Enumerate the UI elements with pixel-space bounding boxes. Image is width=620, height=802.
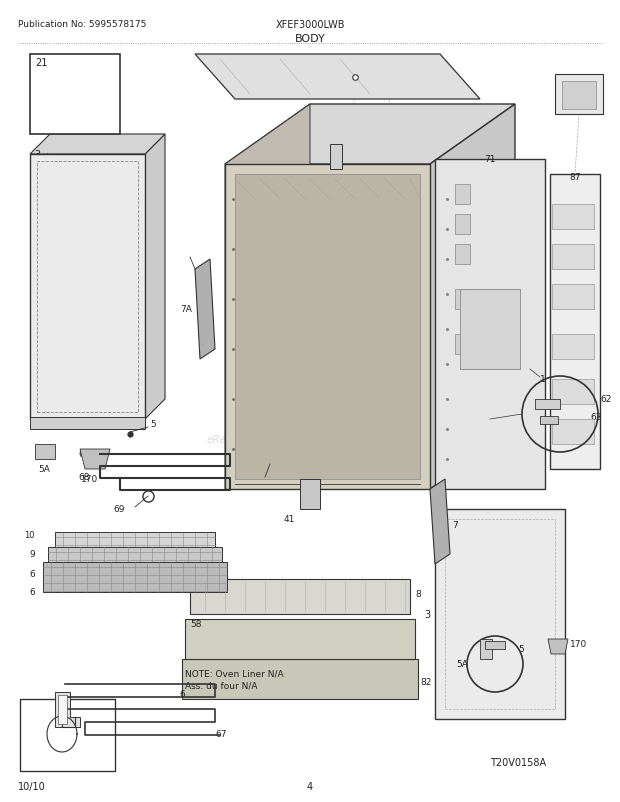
- Text: T20V0158A: T20V0158A: [490, 757, 546, 767]
- Text: 82: 82: [420, 678, 432, 687]
- Text: 58A: 58A: [342, 475, 358, 484]
- Text: 5A: 5A: [38, 464, 50, 473]
- Bar: [552, 285, 594, 310]
- Bar: [455, 334, 470, 354]
- Text: 68: 68: [230, 475, 242, 484]
- Polygon shape: [35, 444, 55, 460]
- Text: Publication No: 5995578175: Publication No: 5995578175: [18, 20, 146, 29]
- Bar: [20, 699, 115, 771]
- Bar: [460, 290, 520, 370]
- Bar: [435, 509, 565, 719]
- Text: 170: 170: [570, 640, 587, 649]
- Text: 5: 5: [150, 420, 156, 429]
- Text: 4: 4: [307, 781, 313, 791]
- Polygon shape: [55, 692, 80, 727]
- Text: 71: 71: [484, 155, 496, 164]
- Polygon shape: [30, 135, 165, 155]
- Text: 10/10: 10/10: [18, 781, 46, 791]
- Bar: [225, 164, 430, 489]
- Bar: [455, 215, 470, 235]
- Text: 59: 59: [348, 158, 360, 168]
- Text: 62: 62: [600, 395, 611, 404]
- Text: 6: 6: [29, 588, 35, 597]
- Bar: [550, 175, 600, 469]
- Text: 1: 1: [540, 375, 546, 384]
- Bar: [435, 160, 545, 489]
- Text: 170: 170: [81, 475, 99, 484]
- Polygon shape: [548, 639, 568, 654]
- Bar: [455, 184, 470, 205]
- Bar: [535, 399, 560, 410]
- Bar: [300, 480, 320, 509]
- Bar: [30, 418, 145, 429]
- Polygon shape: [225, 105, 310, 489]
- Text: 27: 27: [25, 702, 37, 712]
- Bar: [37, 162, 138, 412]
- Bar: [182, 659, 418, 699]
- Text: 68: 68: [79, 473, 90, 482]
- Bar: [330, 145, 342, 170]
- Bar: [43, 562, 227, 592]
- Bar: [235, 175, 420, 480]
- Text: XFEF3000LWB: XFEF3000LWB: [275, 20, 345, 30]
- Text: 10: 10: [25, 530, 35, 539]
- Polygon shape: [145, 135, 165, 419]
- Text: 67: 67: [215, 730, 226, 739]
- Text: 57: 57: [590, 94, 603, 104]
- Text: 5A: 5A: [456, 660, 468, 669]
- Bar: [30, 155, 145, 419]
- Text: 7: 7: [452, 520, 458, 529]
- Text: 66: 66: [79, 450, 90, 459]
- Text: 3: 3: [424, 610, 430, 619]
- Bar: [455, 245, 470, 265]
- Bar: [552, 379, 594, 404]
- Polygon shape: [430, 480, 450, 565]
- Text: 4: 4: [358, 188, 363, 197]
- Bar: [445, 520, 555, 709]
- Text: 7A: 7A: [180, 305, 192, 314]
- Bar: [480, 639, 492, 659]
- Text: 87: 87: [569, 172, 581, 182]
- Text: 3: 3: [34, 150, 40, 160]
- Text: eReplacementParts.com: eReplacementParts.com: [206, 435, 334, 444]
- Text: 58B: 58B: [392, 475, 408, 484]
- Text: 6: 6: [29, 569, 35, 579]
- Bar: [552, 205, 594, 229]
- Bar: [562, 82, 596, 110]
- Bar: [190, 579, 410, 614]
- Text: 6: 6: [179, 690, 185, 699]
- Polygon shape: [225, 105, 515, 164]
- Bar: [30, 55, 120, 135]
- Text: 41: 41: [283, 515, 295, 524]
- Text: 63: 63: [590, 413, 601, 422]
- Text: 9: 9: [29, 550, 35, 559]
- Text: Ass. du four N/A: Ass. du four N/A: [185, 681, 257, 691]
- Text: 8: 8: [415, 589, 421, 599]
- Polygon shape: [195, 260, 215, 359]
- Text: BODY: BODY: [294, 34, 326, 44]
- Polygon shape: [430, 105, 515, 489]
- Bar: [555, 75, 603, 115]
- Bar: [185, 619, 415, 659]
- Bar: [552, 419, 594, 444]
- Polygon shape: [195, 55, 480, 100]
- Bar: [540, 416, 558, 424]
- Text: 69: 69: [113, 505, 125, 514]
- Text: 21: 21: [35, 58, 47, 68]
- Polygon shape: [58, 695, 67, 724]
- Bar: [48, 547, 222, 577]
- Text: 4: 4: [430, 90, 436, 100]
- Text: 41A: 41A: [232, 477, 248, 486]
- Text: 5: 5: [518, 645, 524, 654]
- Bar: [485, 642, 505, 649]
- Bar: [552, 334, 594, 359]
- Bar: [552, 245, 594, 269]
- Text: 58: 58: [190, 620, 202, 629]
- Text: NOTE: Oven Liner N/A: NOTE: Oven Liner N/A: [185, 669, 283, 678]
- Bar: [55, 533, 215, 562]
- Polygon shape: [80, 449, 110, 469]
- Bar: [455, 290, 470, 310]
